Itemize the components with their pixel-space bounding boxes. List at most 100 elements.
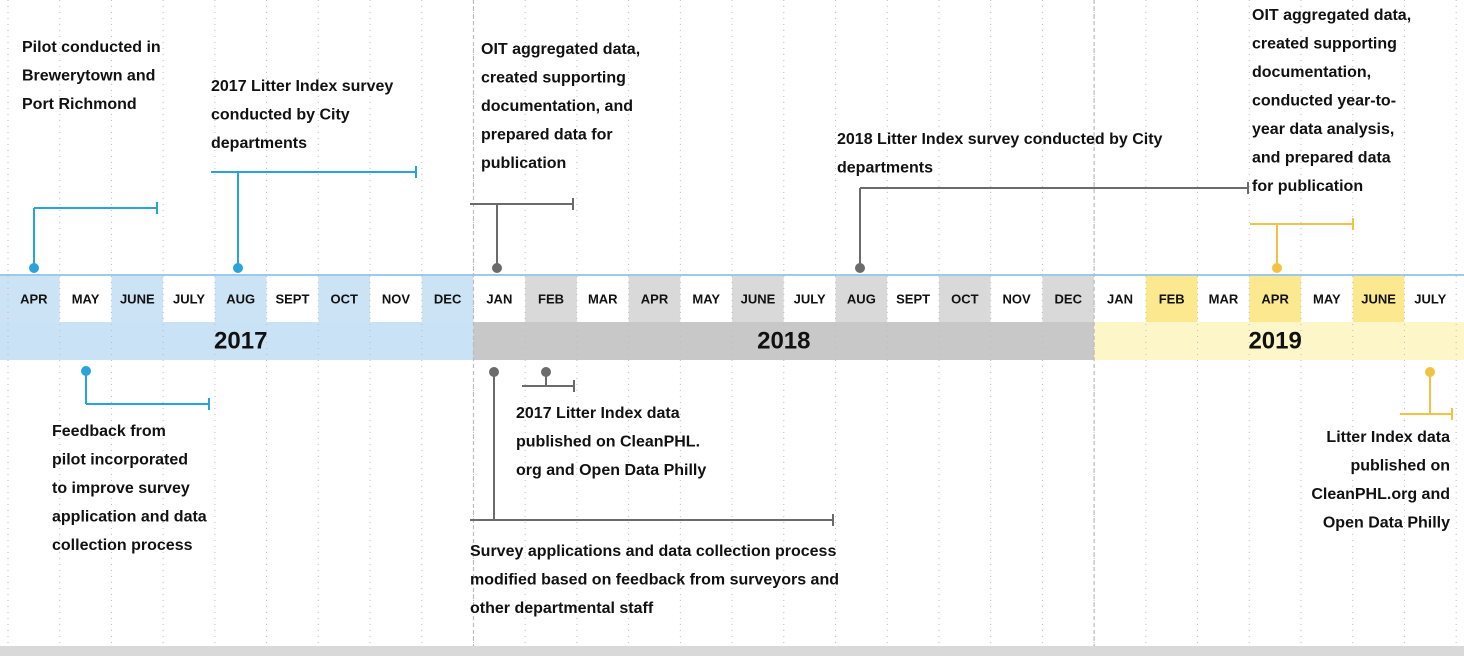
year-band bbox=[1094, 322, 1464, 360]
month-cell bbox=[628, 276, 681, 322]
event-text: conducted by City bbox=[211, 107, 350, 124]
bottom-bar bbox=[0, 646, 1464, 656]
event-text: application and data bbox=[52, 509, 207, 526]
year-label: 2017 bbox=[214, 327, 267, 354]
event-text: OIT aggregated data, bbox=[481, 41, 640, 58]
month-label: NOV bbox=[1002, 291, 1031, 306]
month-cell bbox=[887, 276, 939, 322]
event-dot bbox=[855, 263, 865, 273]
month-cell bbox=[266, 276, 319, 322]
event-text: 2017 Litter Index survey bbox=[211, 78, 393, 95]
month-label: MAY bbox=[1313, 291, 1341, 306]
month-label: JAN bbox=[1107, 291, 1133, 306]
month-cell bbox=[680, 276, 733, 322]
event-text: created supporting bbox=[1252, 36, 1397, 53]
month-cell bbox=[318, 276, 371, 322]
event-text: 2018 Litter Index survey conducted by Ci… bbox=[837, 131, 1163, 148]
event-text: departments bbox=[837, 160, 933, 177]
event-text: published on CleanPHL. bbox=[516, 434, 700, 451]
month-label: APR bbox=[1261, 291, 1289, 306]
month-label: JUNE bbox=[741, 291, 776, 306]
month-cell bbox=[835, 276, 888, 322]
event-text: pilot incorporated bbox=[52, 452, 188, 469]
month-label: JAN bbox=[486, 291, 512, 306]
event-dot bbox=[492, 263, 502, 273]
event-text: Pilot conducted in bbox=[22, 39, 161, 56]
event-dot bbox=[541, 367, 551, 377]
month-label: JULY bbox=[794, 291, 826, 306]
month-label: AUG bbox=[847, 291, 876, 306]
year-label: 2018 bbox=[757, 327, 810, 354]
month-cell bbox=[473, 276, 526, 322]
year-band bbox=[473, 322, 1095, 360]
month-cell bbox=[163, 276, 215, 322]
event-text: to improve survey bbox=[52, 480, 190, 497]
event-text: departments bbox=[211, 135, 307, 152]
event-dot bbox=[1425, 367, 1435, 377]
event-dot bbox=[81, 366, 91, 376]
month-label: JUNE bbox=[120, 291, 155, 306]
event-text: Feedback from bbox=[52, 423, 166, 440]
month-cell bbox=[732, 276, 784, 322]
month-label: MAR bbox=[588, 291, 618, 306]
event-text: Open Data Philly bbox=[1323, 515, 1450, 532]
month-label: FEB bbox=[538, 291, 564, 306]
event-text: publication bbox=[481, 155, 566, 172]
month-cell bbox=[421, 276, 474, 322]
month-label: AUG bbox=[226, 291, 255, 306]
event-text: documentation, and bbox=[481, 98, 633, 115]
event-text: OIT aggregated data, bbox=[1252, 7, 1411, 24]
year-label: 2019 bbox=[1248, 327, 1301, 354]
month-label: MAY bbox=[692, 291, 720, 306]
month-label: APR bbox=[20, 291, 48, 306]
event-text: Brewerytown and bbox=[22, 68, 155, 85]
month-cell bbox=[1094, 276, 1146, 322]
event-dot bbox=[1272, 263, 1282, 273]
month-label: APR bbox=[641, 291, 669, 306]
event-text: Survey applications and data collection … bbox=[470, 543, 836, 560]
event-text: for publication bbox=[1252, 178, 1363, 195]
event-text: conducted year-to- bbox=[1252, 93, 1396, 110]
month-label: OCT bbox=[330, 291, 358, 306]
month-row-left bbox=[0, 276, 8, 322]
month-cell bbox=[1404, 276, 1457, 322]
event-dot bbox=[29, 263, 39, 273]
month-cell bbox=[576, 276, 629, 322]
event-text: other departmental staff bbox=[470, 600, 654, 617]
month-cell bbox=[1249, 276, 1301, 322]
month-cell bbox=[59, 276, 112, 322]
event-text: org and Open Data Philly bbox=[516, 462, 706, 479]
month-label: MAR bbox=[1209, 291, 1239, 306]
month-cell bbox=[783, 276, 836, 322]
month-cell bbox=[1301, 276, 1353, 322]
month-cell bbox=[1042, 276, 1095, 322]
month-cell bbox=[1145, 276, 1198, 322]
event-text: published on bbox=[1350, 458, 1450, 475]
month-label: JUNE bbox=[1361, 291, 1396, 306]
month-label: SEPT bbox=[275, 291, 309, 306]
month-label: MAY bbox=[72, 291, 100, 306]
event-dot bbox=[233, 263, 243, 273]
month-label: OCT bbox=[951, 291, 979, 306]
event-text: and prepared data bbox=[1252, 150, 1391, 167]
month-label: JULY bbox=[173, 291, 205, 306]
month-cell bbox=[990, 276, 1043, 322]
month-label: FEB bbox=[1159, 291, 1185, 306]
event-text: 2017 Litter Index data bbox=[516, 405, 680, 422]
event-text: CleanPHL.org and bbox=[1311, 486, 1450, 503]
month-cell bbox=[1197, 276, 1250, 322]
month-label: NOV bbox=[382, 291, 411, 306]
year-band bbox=[0, 322, 474, 360]
month-label: JULY bbox=[1414, 291, 1446, 306]
event-text: modified based on feedback from surveyor… bbox=[470, 572, 839, 589]
event-text: Port Richmond bbox=[22, 96, 137, 113]
month-cell bbox=[370, 276, 422, 322]
month-cell bbox=[8, 276, 60, 322]
month-label: DEC bbox=[1055, 291, 1083, 306]
event-text: prepared data for bbox=[481, 127, 613, 144]
event-dot bbox=[489, 367, 499, 377]
event-text: documentation, bbox=[1252, 64, 1371, 81]
month-cell bbox=[938, 276, 991, 322]
month-cell bbox=[214, 276, 267, 322]
